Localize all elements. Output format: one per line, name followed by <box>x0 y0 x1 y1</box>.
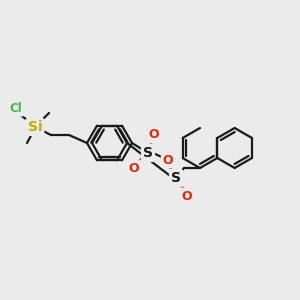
Text: O: O <box>149 128 159 142</box>
Text: O: O <box>129 161 139 175</box>
Text: Si: Si <box>28 120 42 134</box>
Text: S: S <box>171 171 181 185</box>
Text: Cl: Cl <box>10 103 22 116</box>
Text: S: S <box>143 146 153 160</box>
Text: O: O <box>163 154 173 166</box>
Text: O: O <box>182 190 192 202</box>
